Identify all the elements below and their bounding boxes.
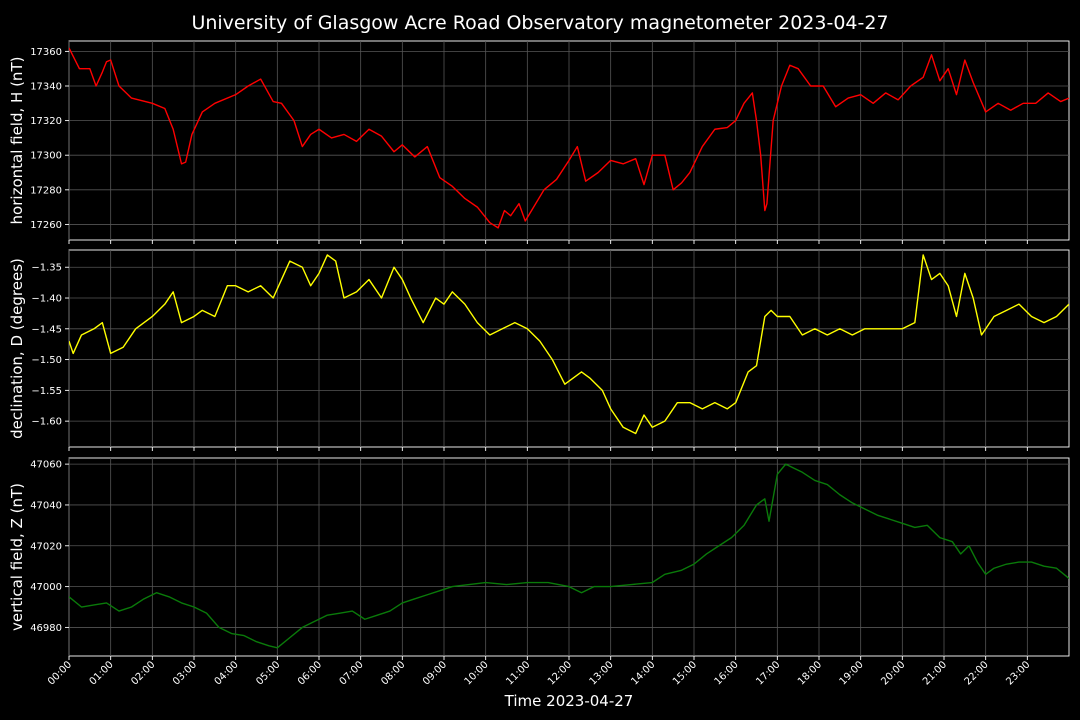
x-tick-label: 05:00 <box>254 659 282 687</box>
y-tick-label: 17340 <box>30 81 62 92</box>
panel-vertical-field: 46980 47000 47020 47040 47060 vertical field,… <box>8 457 1070 660</box>
x-tick-label: 20:00 <box>879 659 907 687</box>
y-tick-label: 47000 <box>30 582 62 593</box>
series-line-declination <box>69 254 1069 435</box>
x-tick-label: 01:00 <box>88 659 116 687</box>
x-tick-label: 07:00 <box>338 659 366 687</box>
y-tick-label: 17320 <box>30 116 62 127</box>
x-tick-label: 00:00 <box>46 659 74 687</box>
x-tick-label: 22:00 <box>963 659 991 687</box>
y-tick-label: 47060 <box>30 460 62 471</box>
x-tick-label: 18:00 <box>796 659 824 687</box>
y-axis-label-horizontal-field: horizontal field, H (nT) <box>8 57 26 225</box>
y-tick-label: −1.60 <box>31 417 62 428</box>
x-tick-label: 09:00 <box>421 659 449 687</box>
x-tick-label: 15:00 <box>671 659 699 687</box>
x-tick-label: 13:00 <box>588 659 616 687</box>
y-tick-label: 46980 <box>30 623 62 634</box>
x-tick-label: 19:00 <box>838 659 866 687</box>
x-tick-label: 06:00 <box>296 659 324 687</box>
x-axis-label: Time 2023-04-27 <box>504 692 634 710</box>
y-tick-label: 17360 <box>30 47 62 58</box>
x-tick-label: 08:00 <box>379 659 407 687</box>
x-tick-label: 17:00 <box>754 659 782 687</box>
x-tick-label: 02:00 <box>129 659 157 687</box>
panel-declination: −1.60 −1.55 −1.50 −1.45 −1.40 −1.35 declinatio… <box>8 249 1070 451</box>
x-tick-label: 11:00 <box>504 659 532 687</box>
series-line-vertical-field <box>69 463 1069 649</box>
chart-title: University of Glasgow Acre Road Observat… <box>191 12 888 34</box>
y-axis-label-declination: declination, D (degrees) <box>8 258 26 439</box>
panels-group: 17260 17280 17300 17320 17340 17360 horizontal… <box>8 40 1070 660</box>
x-tick-label: 16:00 <box>713 659 741 687</box>
panel-horizontal-field: 17260 17280 17300 17320 17340 17360 horizontal… <box>8 40 1070 244</box>
x-tick-label: 12:00 <box>546 659 574 687</box>
x-axis: 00:00 01:00 02:00 03:00 04:00 05:00 06:00 07:00… <box>46 659 1032 687</box>
y-tick-label: 47040 <box>30 500 62 511</box>
x-tick-label: 03:00 <box>171 659 199 687</box>
y-tick-label: 17280 <box>30 185 62 196</box>
y-tick-label: 17300 <box>30 151 62 162</box>
y-tick-label: −1.55 <box>31 386 62 397</box>
y-tick-label: −1.50 <box>31 355 62 366</box>
x-tick-label: 04:00 <box>213 659 241 687</box>
x-tick-label: 23:00 <box>1004 659 1032 687</box>
x-tick-label: 10:00 <box>463 659 491 687</box>
y-tick-label: 17260 <box>30 220 62 231</box>
x-tick-label: 21:00 <box>921 659 949 687</box>
x-tick-label: 14:00 <box>629 659 657 687</box>
series-line-horizontal-field <box>69 47 1069 229</box>
y-tick-label: −1.35 <box>31 263 62 274</box>
y-axis-label-vertical-field: vertical field, Z (nT) <box>8 483 26 631</box>
y-tick-label: 47020 <box>30 541 62 552</box>
y-tick-label: −1.45 <box>31 324 62 335</box>
y-tick-label: −1.40 <box>31 294 62 305</box>
